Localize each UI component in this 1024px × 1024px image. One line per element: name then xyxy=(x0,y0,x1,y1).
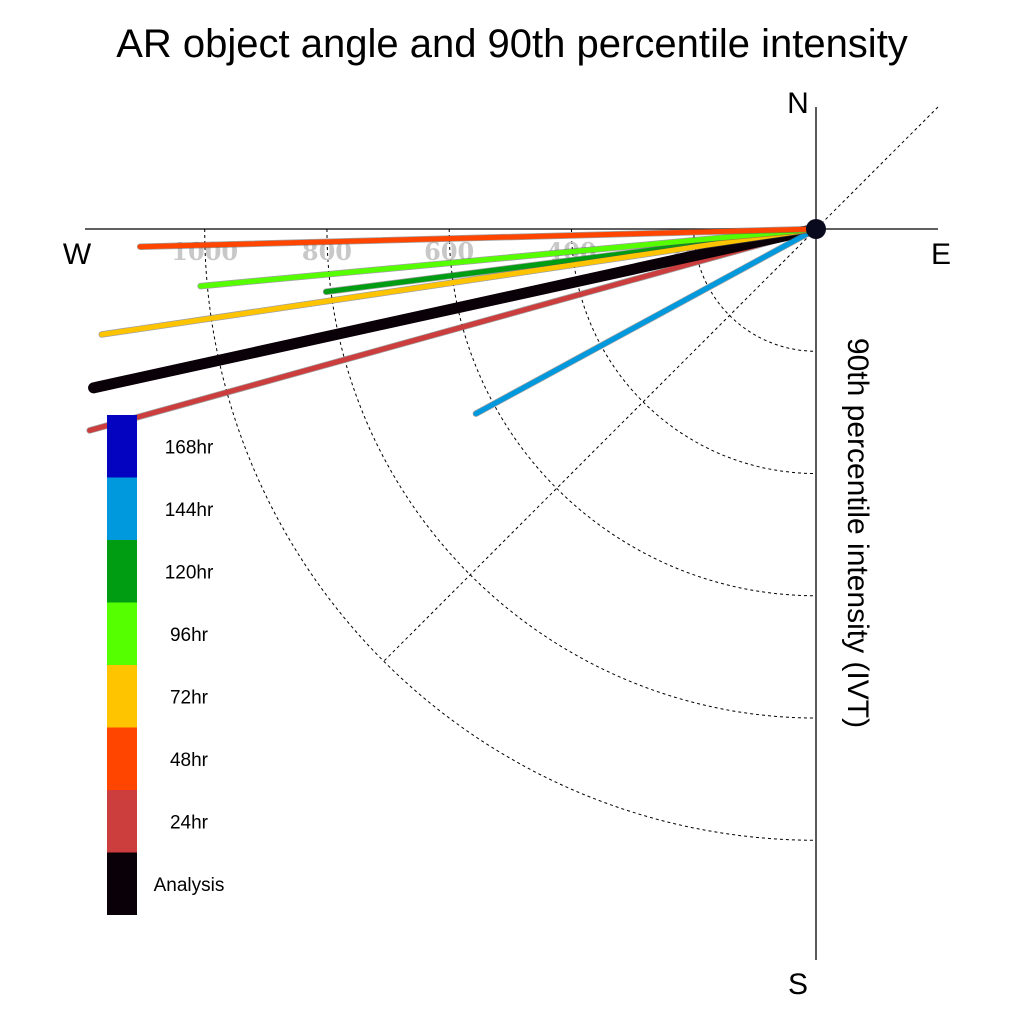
grid-ring-600 xyxy=(448,228,817,597)
vector-line-96hr xyxy=(198,226,819,289)
legend-swatch-96hr xyxy=(107,602,137,665)
compass-north-label: N xyxy=(787,87,809,120)
forecast-vectors xyxy=(86,223,822,434)
vector-line-48hr xyxy=(137,226,819,250)
legend-label-120hr: 120hr xyxy=(165,562,214,583)
origin-marker xyxy=(806,219,826,239)
vector-96hr xyxy=(197,225,820,290)
radial-axis-label: 90th percentile intensity (IVT) xyxy=(841,338,874,728)
legend-swatch-144hr xyxy=(107,477,137,540)
vector-analysis xyxy=(88,223,822,394)
legend-label-24hr: 24hr xyxy=(170,812,209,833)
vector-line-24hr xyxy=(87,226,819,433)
grid-diagonal xyxy=(383,106,939,662)
legend-label-48hr: 48hr xyxy=(170,750,209,771)
legend-label-144hr: 144hr xyxy=(165,500,214,521)
legend-label-72hr: 72hr xyxy=(170,687,209,708)
legend-label-168hr: 168hr xyxy=(165,437,214,458)
vector-72hr xyxy=(98,225,820,338)
vector-line-analysis xyxy=(88,223,822,394)
polar-grid xyxy=(204,106,939,841)
legend-label-analysis: Analysis xyxy=(154,875,225,896)
legend-swatch-120hr xyxy=(107,540,137,603)
legend-swatch-72hr xyxy=(107,665,137,728)
compass-west-label: W xyxy=(63,238,92,271)
legend-swatch-48hr xyxy=(107,727,137,790)
vector-48hr xyxy=(136,225,820,250)
grid-ring-1000 xyxy=(204,228,817,841)
chart-title: AR object angle and 90th percentile inte… xyxy=(116,22,908,66)
compass-south-label: S xyxy=(788,968,808,1001)
legend-swatch-24hr xyxy=(107,790,137,853)
legend-swatch-analysis xyxy=(107,852,137,915)
vector-24hr xyxy=(86,225,820,434)
vector-144hr xyxy=(472,225,820,417)
legend: 168hr 144hr 120hr 96hr 72hr 48hr 24hr Analysis xyxy=(107,415,224,915)
legend-swatch-168hr xyxy=(107,415,137,478)
vector-line-144hr xyxy=(473,226,819,417)
compass-east-label: E xyxy=(931,238,951,271)
legend-label-96hr: 96hr xyxy=(170,625,209,646)
vector-line-72hr xyxy=(99,226,819,337)
